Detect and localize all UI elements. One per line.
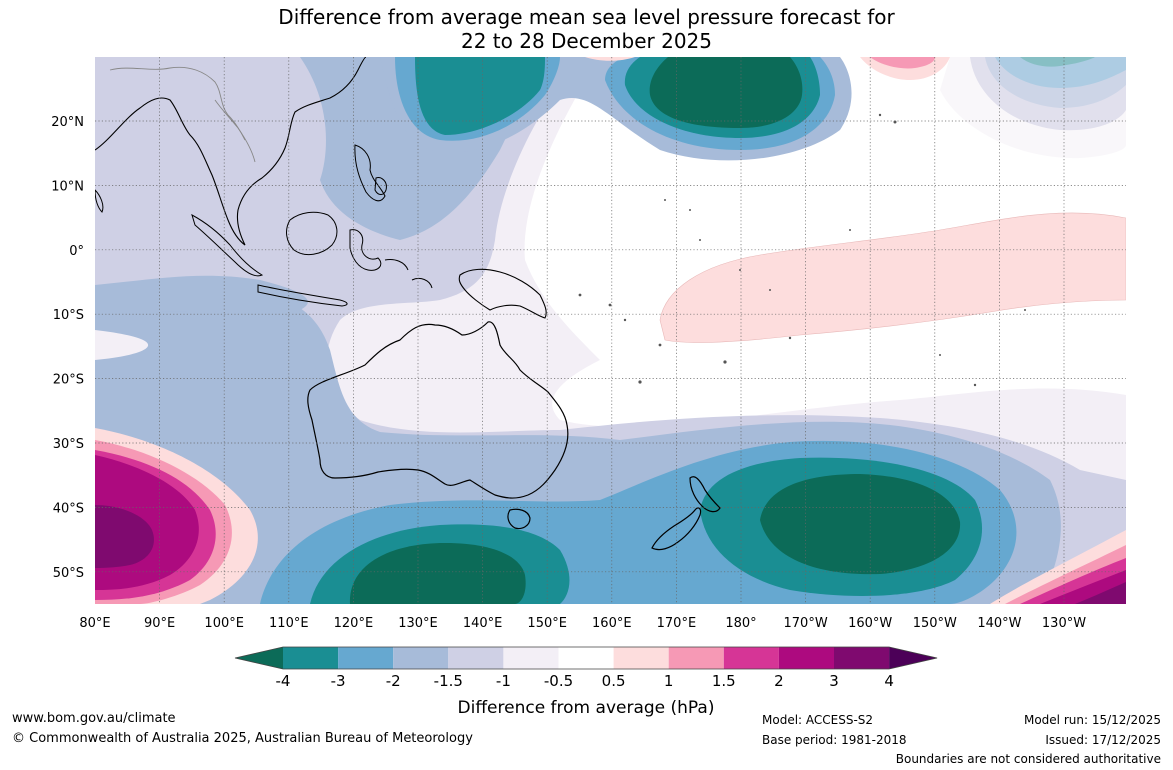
colorbar-swatch (338, 647, 394, 669)
australia-coastline (307, 321, 569, 499)
longitude-label: 100°E (204, 616, 244, 631)
longitude-labels: 80°E 90°E 100°E 110°E 120°E 130°E 140°E 150°E 16… (79, 616, 1086, 631)
colorbar-swatch (393, 647, 449, 669)
latitude-label: 30°S (53, 437, 84, 452)
longitude-label: 150°E (527, 616, 567, 631)
longitude-label: 130°W (1042, 616, 1086, 631)
longitude-label: 170°E (657, 616, 697, 631)
colorbar-tick-labels: -4 -3 -2 -1.5 -1 -0.5 0.5 1 1.5 2 3 4 (276, 672, 894, 690)
longitude-label: 140°E (463, 616, 503, 631)
colorbar-swatch (723, 647, 779, 669)
chart-title-line1: Difference from average mean sea level p… (278, 5, 895, 29)
latitude-label: 50°S (53, 566, 84, 581)
longitude-label: 160°W (848, 616, 892, 631)
boundaries-disclaimer: Boundaries are not considered authoritat… (895, 752, 1161, 766)
website-link[interactable]: www.bom.gov.au/climate (12, 711, 176, 726)
colorbar-tick-label: 1.5 (712, 672, 736, 690)
colorbar-swatch (778, 647, 834, 669)
latitude-label: 20°S (53, 373, 84, 388)
longitude-label: 170°W (784, 616, 828, 631)
colorbar-swatch (613, 647, 669, 669)
latitude-labels: 20°N 10°N 0° 10°S 20°S 30°S 40°S 50°S (51, 115, 84, 581)
colorbar-tick-label: -2 (386, 672, 401, 690)
model-name: Model: ACCESS-S2 (762, 713, 874, 727)
colorbar-swatch (558, 647, 614, 669)
copyright-text: © Commonwealth of Australia 2025, Austra… (12, 731, 473, 746)
model-run-date: Model run: 15/12/2025 (1023, 713, 1161, 727)
colorbar-tick-label: -0.5 (544, 672, 573, 690)
pacific-islands (578, 113, 1026, 387)
maritime-continent-coastlines (191, 144, 433, 307)
latitude-label: 20°N (51, 115, 84, 130)
colorbar-tick-label: -3 (331, 672, 346, 690)
anomaly-zone-plus-3 (95, 505, 154, 568)
longitude-label: 160°E (592, 616, 632, 631)
latitude-label: 10°S (53, 308, 84, 323)
colorbar-swatch (834, 647, 890, 669)
colorbar-tick-label: 2 (774, 672, 784, 690)
longitude-label: 180° (725, 616, 756, 631)
longitude-label: 90°E (144, 616, 175, 631)
tasmania-coastline (507, 508, 531, 530)
longitude-label: 140°W (977, 616, 1021, 631)
longitude-label: 120°E (334, 616, 374, 631)
base-period: Base period: 1981-2018 (762, 733, 907, 747)
colorbar-tick-label: 1 (664, 672, 674, 690)
colorbar-tick-label: -1 (496, 672, 511, 690)
map-plot-area (95, 57, 1126, 604)
anomaly-zone-minus-4 (349, 542, 526, 604)
colorbar-label: Difference from average (hPa) (458, 698, 715, 718)
colorbar-max-arrow (889, 647, 938, 669)
colorbar-swatch (283, 647, 339, 669)
longitude-label: 110°E (269, 616, 309, 631)
longitude-label: 80°E (79, 616, 110, 631)
new-guinea-coastline (458, 268, 547, 319)
chart-title-line2: 22 to 28 December 2025 (460, 29, 712, 53)
graticule (95, 57, 1126, 604)
colorbar-tick-label: -4 (276, 672, 291, 690)
latitude-label: 40°S (53, 501, 84, 516)
colorbar-tick-label: 3 (829, 672, 839, 690)
asia-mainland-coastline (95, 57, 367, 246)
colorbar-swatch (668, 647, 724, 669)
colorbar (234, 646, 938, 670)
longitude-label: 150°W (913, 616, 957, 631)
colorbar-swatch (503, 647, 559, 669)
latitude-label: 0° (69, 244, 84, 259)
anomaly-zone-plus-0.5 (659, 212, 1126, 343)
new-zealand-coastline (651, 476, 721, 551)
colorbar-min-arrow (235, 647, 283, 669)
longitude-label: 130°E (398, 616, 438, 631)
colorbar-tick-label: 0.5 (602, 672, 626, 690)
colorbar-outline (234, 646, 938, 670)
issued-date: Issued: 17/12/2025 (1045, 733, 1161, 747)
colorbar-tick-label: -1.5 (434, 672, 463, 690)
latitude-label: 10°N (51, 179, 84, 194)
colorbar-swatch (448, 647, 504, 669)
colorbar-tick-label: 4 (884, 672, 894, 690)
